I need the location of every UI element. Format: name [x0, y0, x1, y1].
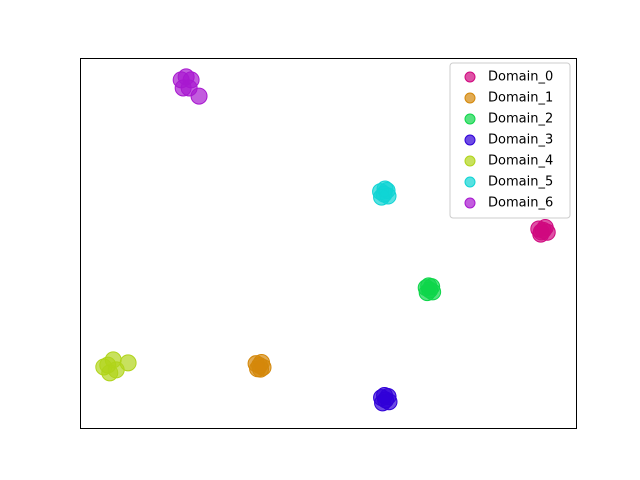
point [99, 356, 117, 374]
plot-frame [80, 58, 577, 429]
legend-marker [464, 113, 476, 125]
point [119, 354, 137, 372]
point [532, 223, 550, 241]
point [420, 277, 438, 295]
legend-label: Domain_0 [488, 70, 553, 85]
legend-marker [464, 197, 476, 209]
legend-marker [464, 155, 476, 167]
point [376, 180, 394, 198]
legend-label: Domain_3 [488, 133, 553, 148]
legend-marker [464, 92, 476, 104]
legend-marker [464, 134, 476, 146]
legend-label: Domain_1 [488, 91, 553, 106]
legend-label: Domain_6 [488, 196, 553, 211]
point [252, 360, 270, 378]
legend-marker [464, 176, 476, 188]
point [376, 386, 394, 404]
legend-box [449, 62, 571, 219]
legend-label: Domain_2 [488, 112, 553, 127]
legend-marker [464, 71, 476, 83]
legend-label: Domain_4 [488, 154, 553, 169]
point [190, 87, 208, 105]
legend-label: Domain_5 [488, 175, 553, 190]
